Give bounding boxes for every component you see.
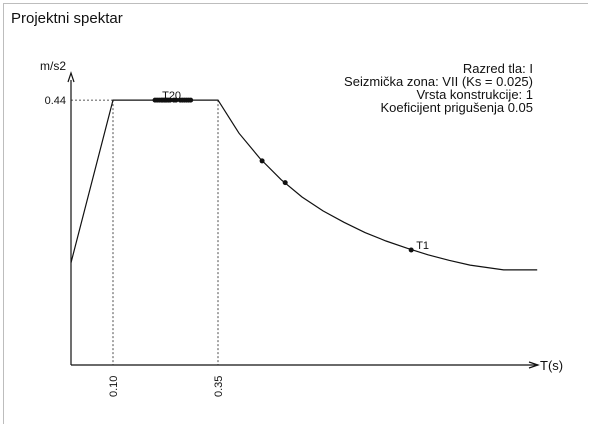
guide-lines bbox=[71, 99, 219, 365]
period-point-19 bbox=[282, 180, 288, 186]
y-tick-label-0: 0.44 bbox=[45, 95, 66, 107]
period-point-17 bbox=[188, 97, 194, 103]
tick-labels: 0.10 0.35 0.44 bbox=[45, 95, 225, 397]
info-line-seismic-zone: Seizmička zona: VII (Ks = 0.025) bbox=[344, 74, 533, 89]
x-tick-label-0: 0.10 bbox=[108, 376, 120, 397]
y-axis-label: m/s2 bbox=[40, 59, 66, 73]
period-point-18 bbox=[259, 158, 265, 164]
period-point-11 bbox=[173, 97, 179, 103]
info-line-damping: Koeficijent prigušenja 0.05 bbox=[381, 100, 534, 115]
period-point-9 bbox=[167, 97, 173, 103]
x-axis-label: T(s) bbox=[540, 358, 563, 373]
axes bbox=[67, 71, 540, 369]
x-axis-arrow bbox=[528, 361, 540, 369]
y-axis-arrow bbox=[67, 71, 75, 83]
spectrum-series-line-0 bbox=[70, 99, 538, 271]
series-layer bbox=[70, 99, 538, 271]
spectrum-window: Projektni spektar bbox=[3, 3, 588, 424]
x-tick-label-1: 0.35 bbox=[213, 376, 225, 397]
period-point-20 bbox=[408, 247, 414, 253]
info-line-construction-type: Vrsta konstrukcije: 1 bbox=[416, 87, 533, 102]
info-block: Razred tla: I Seizmička zona: VII (Ks = … bbox=[344, 61, 533, 115]
info-line-soil-class: Razred tla: I bbox=[463, 61, 533, 76]
window-title: Projektni spektar bbox=[11, 10, 123, 27]
period-point-label-20: T1 bbox=[416, 240, 429, 252]
